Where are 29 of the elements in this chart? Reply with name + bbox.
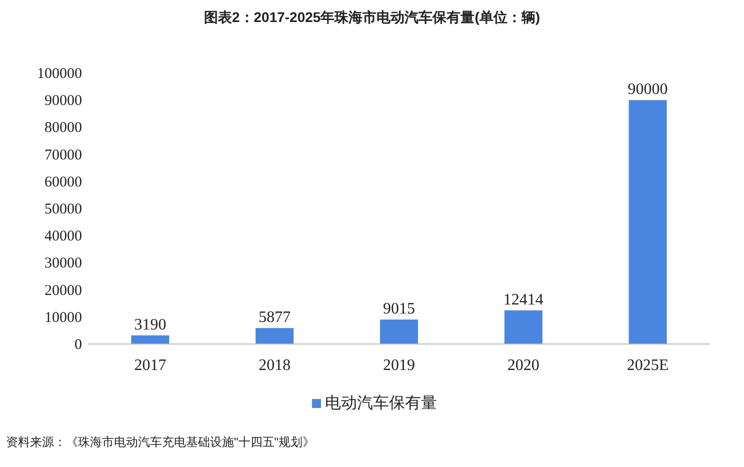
y-tick-label: 10000 <box>44 310 82 326</box>
data-label: 3190 <box>134 316 166 334</box>
data-label: 12414 <box>503 291 544 308</box>
y-tick-label: 100000 <box>37 66 82 82</box>
legend-label: 电动汽车保有量 <box>325 394 437 412</box>
y-tick-label: 0 <box>74 337 82 353</box>
x-tick-label: 2018 <box>258 357 291 374</box>
y-tick-label: 80000 <box>44 120 82 136</box>
y-tick-label: 40000 <box>44 228 82 245</box>
y-tick-label: 30000 <box>44 256 82 272</box>
bar <box>628 100 667 344</box>
data-label: 90000 <box>628 81 668 98</box>
text: 资料来源：《珠海市电动汽车充电基础设施"十四五"规划》 <box>6 435 315 449</box>
data-label: 5877 <box>258 309 291 326</box>
bar <box>131 335 170 344</box>
bar <box>256 328 294 344</box>
bar <box>504 310 542 344</box>
x-tick-label: 2020 <box>507 357 540 374</box>
y-tick-label: 70000 <box>44 147 82 164</box>
y-tick-label: 20000 <box>44 282 82 299</box>
chart-title: 图表2：2017-2025年珠海市电动汽车保有量(单位：辆) <box>204 9 540 25</box>
y-tick-label: 60000 <box>44 174 82 190</box>
data-label: 9015 <box>383 300 415 318</box>
y-tick-label: 90000 <box>44 93 82 110</box>
x-tick-label: 2019 <box>383 357 415 374</box>
bar <box>380 320 418 344</box>
x-tick-label: 2017 <box>134 357 166 374</box>
x-tick-label: 2025E <box>626 357 669 374</box>
y-tick-label: 50000 <box>44 202 82 218</box>
